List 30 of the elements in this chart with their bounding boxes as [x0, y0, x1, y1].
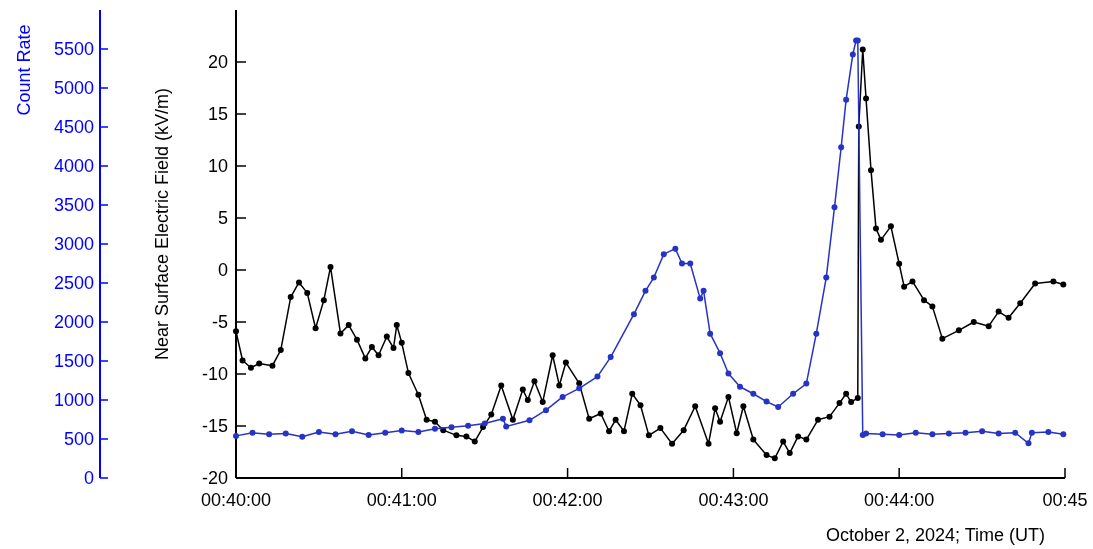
y-tick-label: -5: [211, 312, 228, 332]
y-tick-label: 20: [207, 52, 228, 72]
y-tick-label: 15: [207, 104, 228, 124]
y2-tick-label: 500: [63, 429, 94, 449]
y2-axis-title: Count Rate: [14, 24, 34, 116]
y-tick-label: 0: [217, 260, 228, 280]
y-tick-label: 10: [207, 156, 228, 176]
x-tick-label: 00:41:00: [366, 490, 437, 510]
y2-tick-label: 3000: [53, 234, 94, 254]
y2-tick-label: 0: [83, 468, 94, 488]
x-tick-label: 00:43:00: [698, 490, 769, 510]
y-axis-title: Near Surface Electric Field (kV/m): [152, 87, 172, 361]
y-tick-label: -10: [201, 364, 228, 384]
y2-tick-label: 5000: [53, 78, 94, 98]
y2-tick-label: 1500: [53, 351, 94, 371]
x-tick-label: 00:45: [1042, 490, 1088, 510]
y2-tick-label: 4000: [53, 156, 94, 176]
y-tick-label: -15: [201, 416, 228, 436]
y2-tick-label: 3500: [53, 195, 94, 215]
y-tick-label: 5: [217, 208, 228, 228]
y2-tick-label: 1000: [53, 390, 94, 410]
y2-tick-label: 2500: [53, 273, 94, 293]
y2-tick-label: 5500: [53, 39, 94, 59]
x-axis-title: October 2, 2024; Time (UT): [825, 525, 1045, 545]
y2-tick-label: 2000: [53, 312, 94, 332]
x-tick-label: 00:42:00: [532, 490, 603, 510]
y-tick-label: -20: [201, 468, 228, 488]
x-tick-label: 00:44:00: [864, 490, 935, 510]
y2-tick-label: 4500: [53, 117, 94, 137]
x-tick-label: 00:40:00: [200, 490, 272, 510]
